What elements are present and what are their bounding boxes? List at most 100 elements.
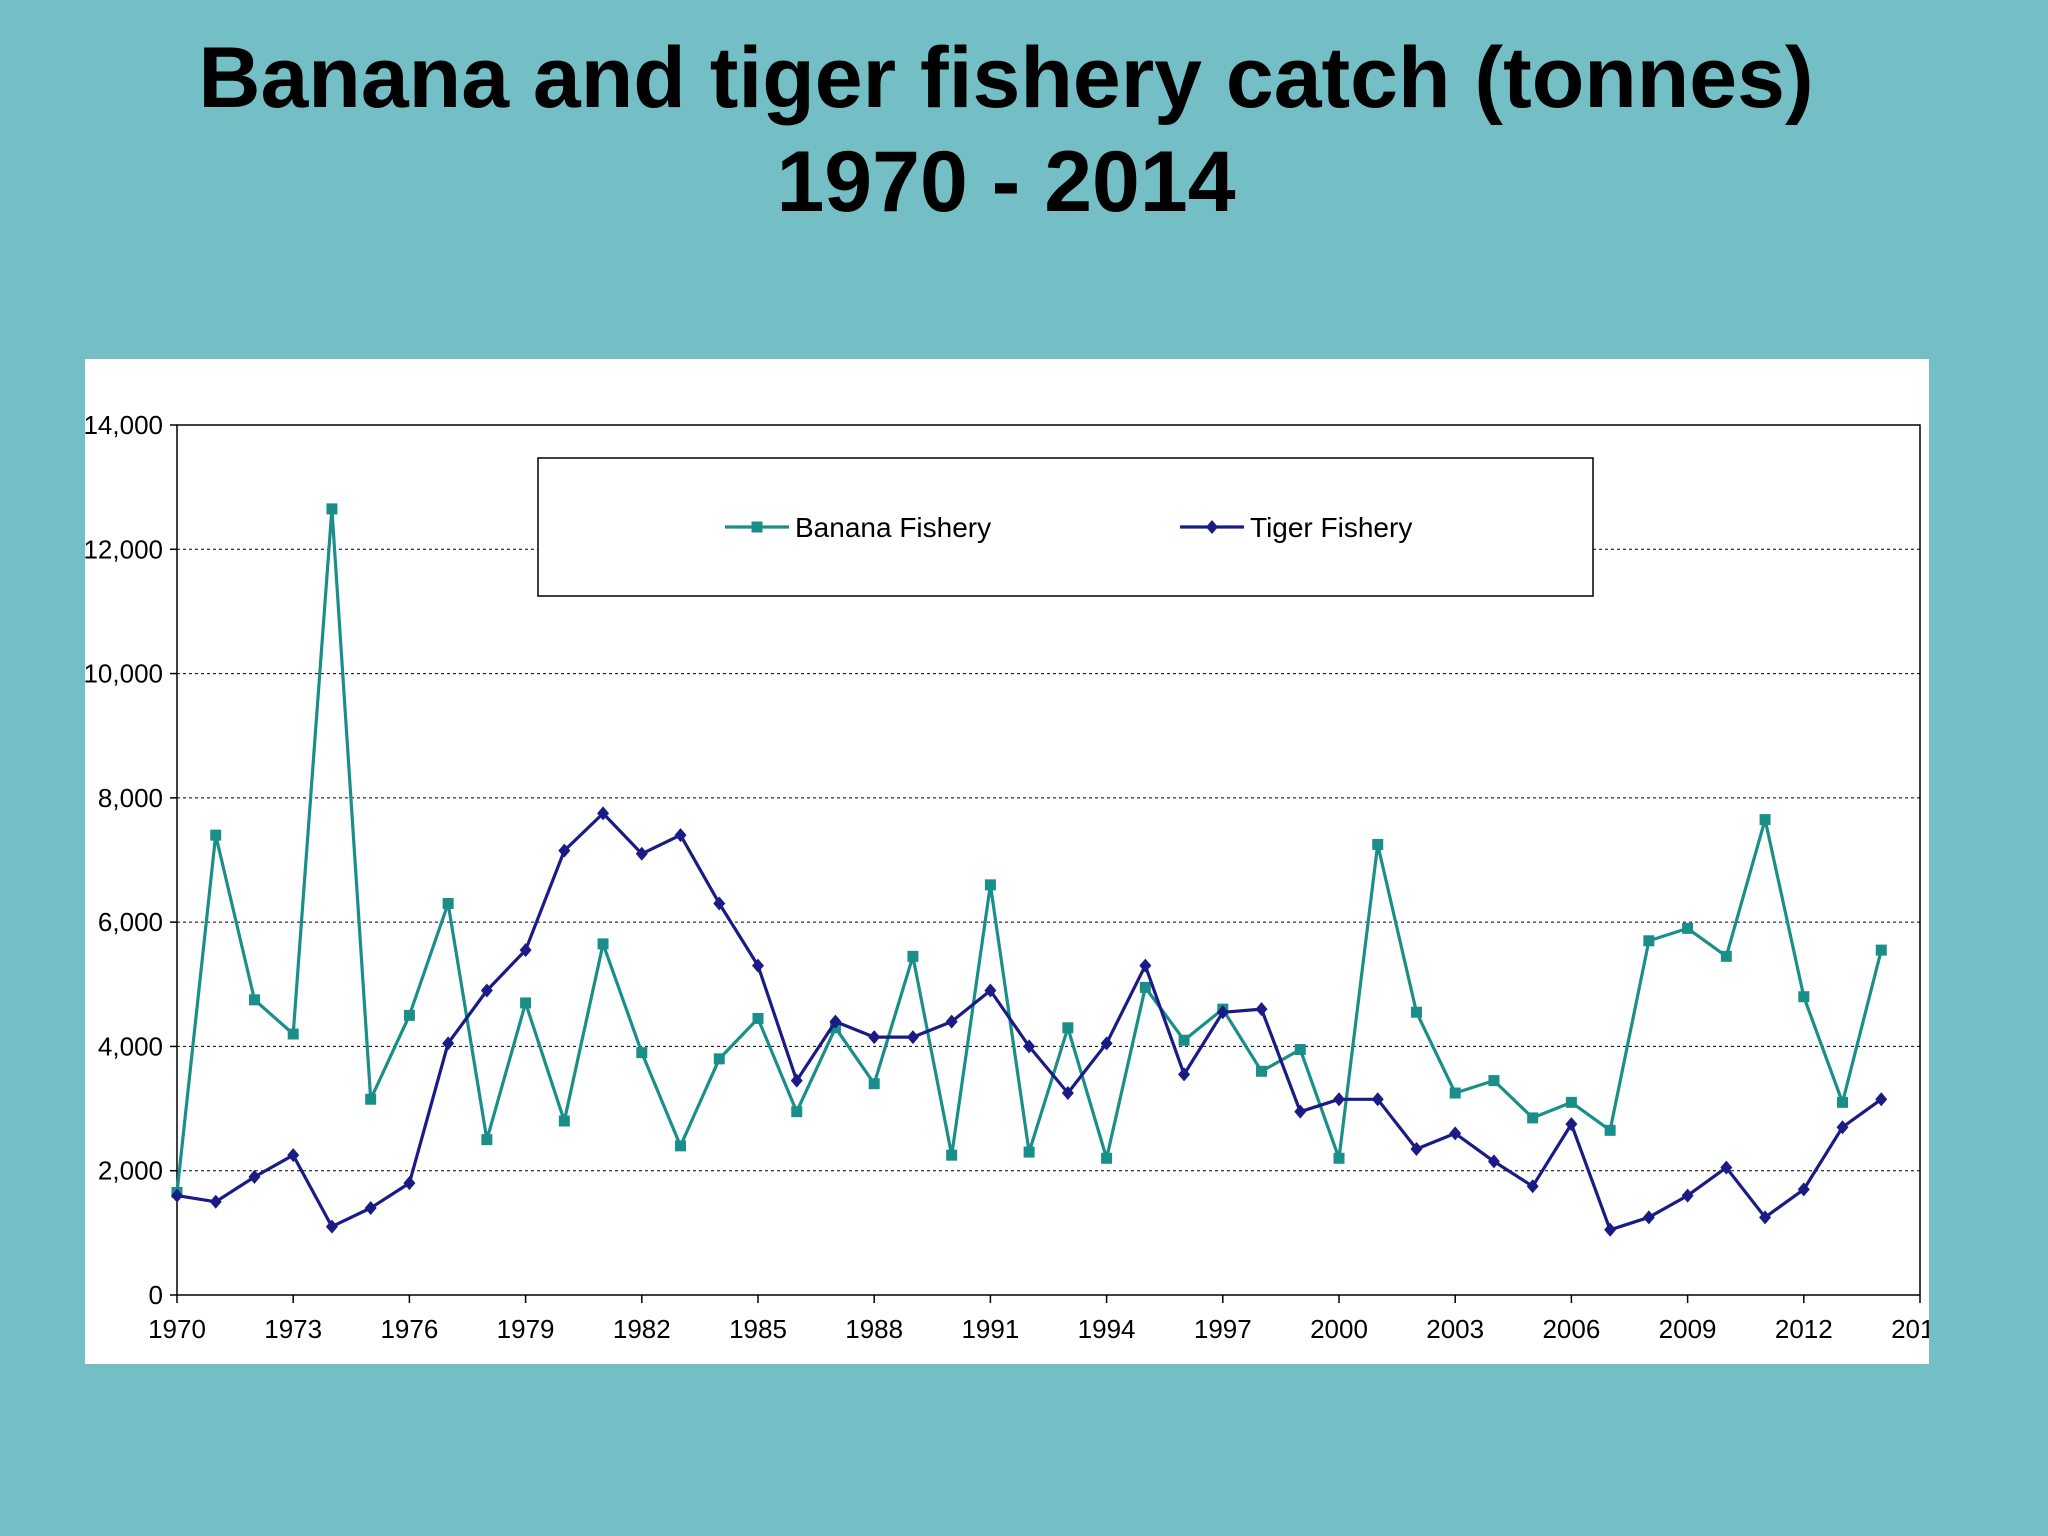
x-tick-label: 1970 xyxy=(148,1314,206,1344)
banana-fishery-point xyxy=(868,1078,880,1090)
legend-label: Banana Fishery xyxy=(795,512,991,543)
x-tick-label: 1979 xyxy=(497,1314,555,1344)
x-tick-label: 1994 xyxy=(1078,1314,1136,1344)
banana-fishery-point xyxy=(1372,838,1384,850)
tiger-fishery-point xyxy=(829,1014,842,1029)
tiger-fishery-line xyxy=(176,811,1883,1232)
legend-entry-banana-fishery: Banana Fishery xyxy=(725,512,991,543)
banana-fishery-point xyxy=(1875,944,1887,956)
tiger-fishery-point xyxy=(1720,1160,1733,1175)
banana-fishery-point xyxy=(1101,1152,1113,1164)
banana-fishery-point xyxy=(1527,1112,1539,1124)
tiger-fishery-point xyxy=(635,846,648,861)
x-tick-label: 1976 xyxy=(380,1314,438,1344)
tiger-fishery-point xyxy=(248,1169,261,1184)
tiger-fishery-point xyxy=(1410,1141,1423,1156)
x-tick-label: 2003 xyxy=(1426,1314,1484,1344)
chart-panel: 0 2,000 4,000 6,000 8,000 10,000 12,000 14,000 … xyxy=(85,359,1929,1364)
banana-fishery-point xyxy=(1798,991,1810,1003)
y-tick-label: 4,000 xyxy=(98,1031,163,1061)
tiger-fishery-point xyxy=(1836,1120,1849,1135)
tiger-fishery-point xyxy=(752,958,764,973)
tiger-fishery-point xyxy=(1216,1005,1229,1020)
banana-fishery-series xyxy=(171,503,1887,1198)
y-tick-label: 14,000 xyxy=(85,410,163,440)
x-tick-label: 1997 xyxy=(1194,1314,1252,1344)
tiger-fishery-point xyxy=(480,983,493,998)
plot-frame xyxy=(176,424,1921,1296)
banana-fishery-point xyxy=(287,1028,299,1040)
tiger-fishery-point xyxy=(1178,1067,1191,1082)
tiger-fishery-point xyxy=(1875,1092,1888,1107)
x-tick-label: 2000 xyxy=(1310,1314,1368,1344)
banana-fishery-point xyxy=(442,898,454,909)
banana-fishery-point xyxy=(1643,935,1655,947)
legend-entry-tiger-fishery: Tiger Fishery xyxy=(1180,512,1412,543)
tiger-fishery-point xyxy=(1797,1182,1810,1197)
y-tick-label: 0 xyxy=(149,1280,163,1310)
tiger-fishery-series xyxy=(171,806,1888,1237)
tiger-fishery-point xyxy=(1681,1188,1694,1203)
tiger-fishery-point xyxy=(1371,1092,1384,1107)
x-tick-label: 2012 xyxy=(1775,1314,1833,1344)
banana-fishery-point xyxy=(1178,1034,1190,1046)
x-axis: 1970 1973 1976 1979 1982 1985 1988 1991 1994 1997… xyxy=(148,1295,1929,1344)
tiger-fishery-point xyxy=(364,1201,377,1215)
tiger-fishery-point xyxy=(1255,1002,1268,1017)
tiger-fishery-point xyxy=(1333,1092,1345,1107)
series-layer xyxy=(171,503,1888,1237)
banana-fishery-point xyxy=(1682,922,1694,934)
tiger-fishery-point xyxy=(1487,1154,1500,1169)
y-tick-label: 6,000 xyxy=(98,907,163,937)
banana-fishery-point xyxy=(946,1149,958,1161)
banana-fishery-point xyxy=(248,994,260,1006)
tiger-fishery-point xyxy=(597,806,610,821)
tiger-fishery-point xyxy=(209,1194,222,1209)
tiger-fishery-point xyxy=(558,843,571,858)
y-tick-label: 8,000 xyxy=(98,783,163,813)
banana-fishery-point xyxy=(1837,1096,1849,1108)
tiger-fishery-point xyxy=(790,1073,803,1088)
tiger-fishery-point xyxy=(906,1030,919,1045)
x-tick-label: 1991 xyxy=(961,1314,1019,1344)
y-tick-label: 2,000 xyxy=(98,1156,163,1186)
banana-fishery-point xyxy=(675,1140,687,1152)
slide-title-line-2: 1970 - 2014 xyxy=(776,134,1236,230)
x-tick-label: 1985 xyxy=(729,1314,787,1344)
banana-fishery-point xyxy=(1139,981,1151,993)
tiger-fishery-point xyxy=(1449,1126,1462,1141)
banana-fishery-point xyxy=(1333,1152,1345,1164)
x-tick-label: 1982 xyxy=(613,1314,671,1344)
tiger-fishery-point xyxy=(1139,958,1152,973)
banana-fishery-point xyxy=(1062,1022,1074,1034)
tiger-fishery-point xyxy=(171,1188,183,1203)
banana-fishery-point xyxy=(752,1012,764,1024)
tiger-fishery-point xyxy=(403,1176,416,1191)
banana-fishery-point xyxy=(907,950,919,962)
banana-fishery-point xyxy=(791,1106,803,1118)
banana-fishery-point xyxy=(1294,1044,1306,1056)
tiger-fishery-point xyxy=(1061,1086,1074,1101)
tiger-fishery-point xyxy=(442,1036,455,1051)
tiger-fishery-point xyxy=(287,1148,300,1163)
banana-fishery-point xyxy=(636,1047,648,1059)
banana-fishery-point xyxy=(481,1134,493,1146)
x-tick-label: 2006 xyxy=(1542,1314,1600,1344)
banana-fishery-point xyxy=(403,1009,415,1021)
x-tick-label: 1988 xyxy=(845,1314,903,1344)
tiger-fishery-point xyxy=(519,943,532,958)
banana-fishery-point xyxy=(365,1093,377,1105)
x-tick-label: 1973 xyxy=(264,1314,322,1344)
banana-fishery-point xyxy=(1565,1096,1577,1108)
tiger-fishery-point xyxy=(1604,1222,1617,1237)
legend-label: Tiger Fishery xyxy=(1250,512,1412,543)
tiger-fishery-point xyxy=(1759,1210,1772,1225)
banana-fishery-point xyxy=(326,503,338,515)
line-chart: 02,0004,0006,0008,00010,00012,00014,000 … xyxy=(85,410,1929,1344)
banana-fishery-point xyxy=(1449,1087,1461,1099)
banana-fishery-point xyxy=(597,938,609,950)
x-tick-label: 2015 xyxy=(1891,1314,1929,1344)
legend: Banana Fishery Tiger Fishery xyxy=(537,457,1594,597)
tiger-fishery-point xyxy=(1100,1036,1113,1051)
banana-fishery-point xyxy=(1488,1075,1500,1087)
